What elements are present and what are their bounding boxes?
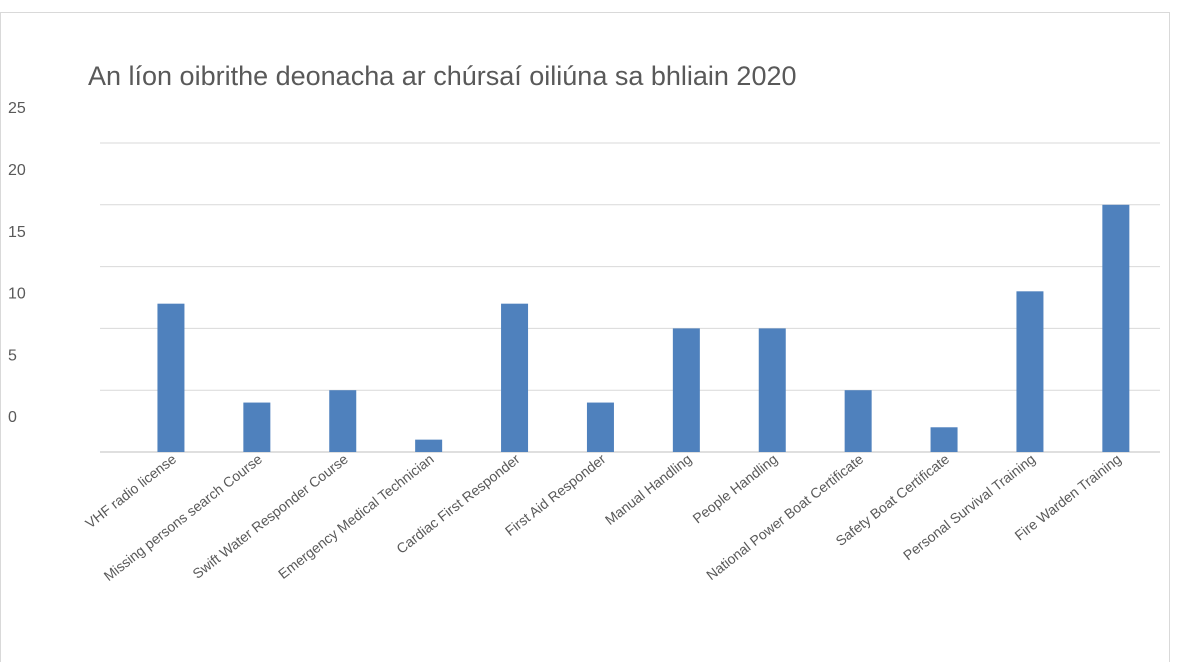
x-tick-label: Missing persons search Course [101, 451, 266, 584]
bar [758, 328, 786, 452]
bar [586, 402, 614, 452]
x-tick-label: People Handling [690, 451, 781, 527]
bar [1016, 291, 1044, 452]
x-tick-label: Manual Handling [602, 451, 695, 528]
y-tick-label: 0 [8, 409, 17, 426]
bar [672, 328, 700, 452]
bar [1102, 204, 1130, 452]
chart-title: An líon oibrithe deonacha ar chúrsaí oil… [88, 61, 797, 91]
y-tick-label: 10 [8, 286, 26, 303]
y-tick-label: 20 [8, 162, 26, 179]
chart-border [0, 12, 1170, 662]
y-tick-label: 15 [8, 224, 26, 241]
bar [243, 402, 271, 452]
bar [329, 390, 357, 452]
bar [501, 303, 529, 452]
y-tick-label: 5 [8, 347, 17, 364]
x-tick-label: VHF radio license [82, 451, 179, 532]
x-tick-label: National Power Boat Certificate [703, 451, 866, 584]
bar [157, 303, 185, 452]
bar [415, 439, 443, 452]
y-tick-label: 25 [8, 100, 26, 117]
bar [844, 390, 872, 452]
x-tick-label: Emergency Medical Technician [275, 451, 437, 582]
bar [930, 427, 958, 452]
x-tick-label: Swift Water Responder Course [189, 451, 351, 582]
